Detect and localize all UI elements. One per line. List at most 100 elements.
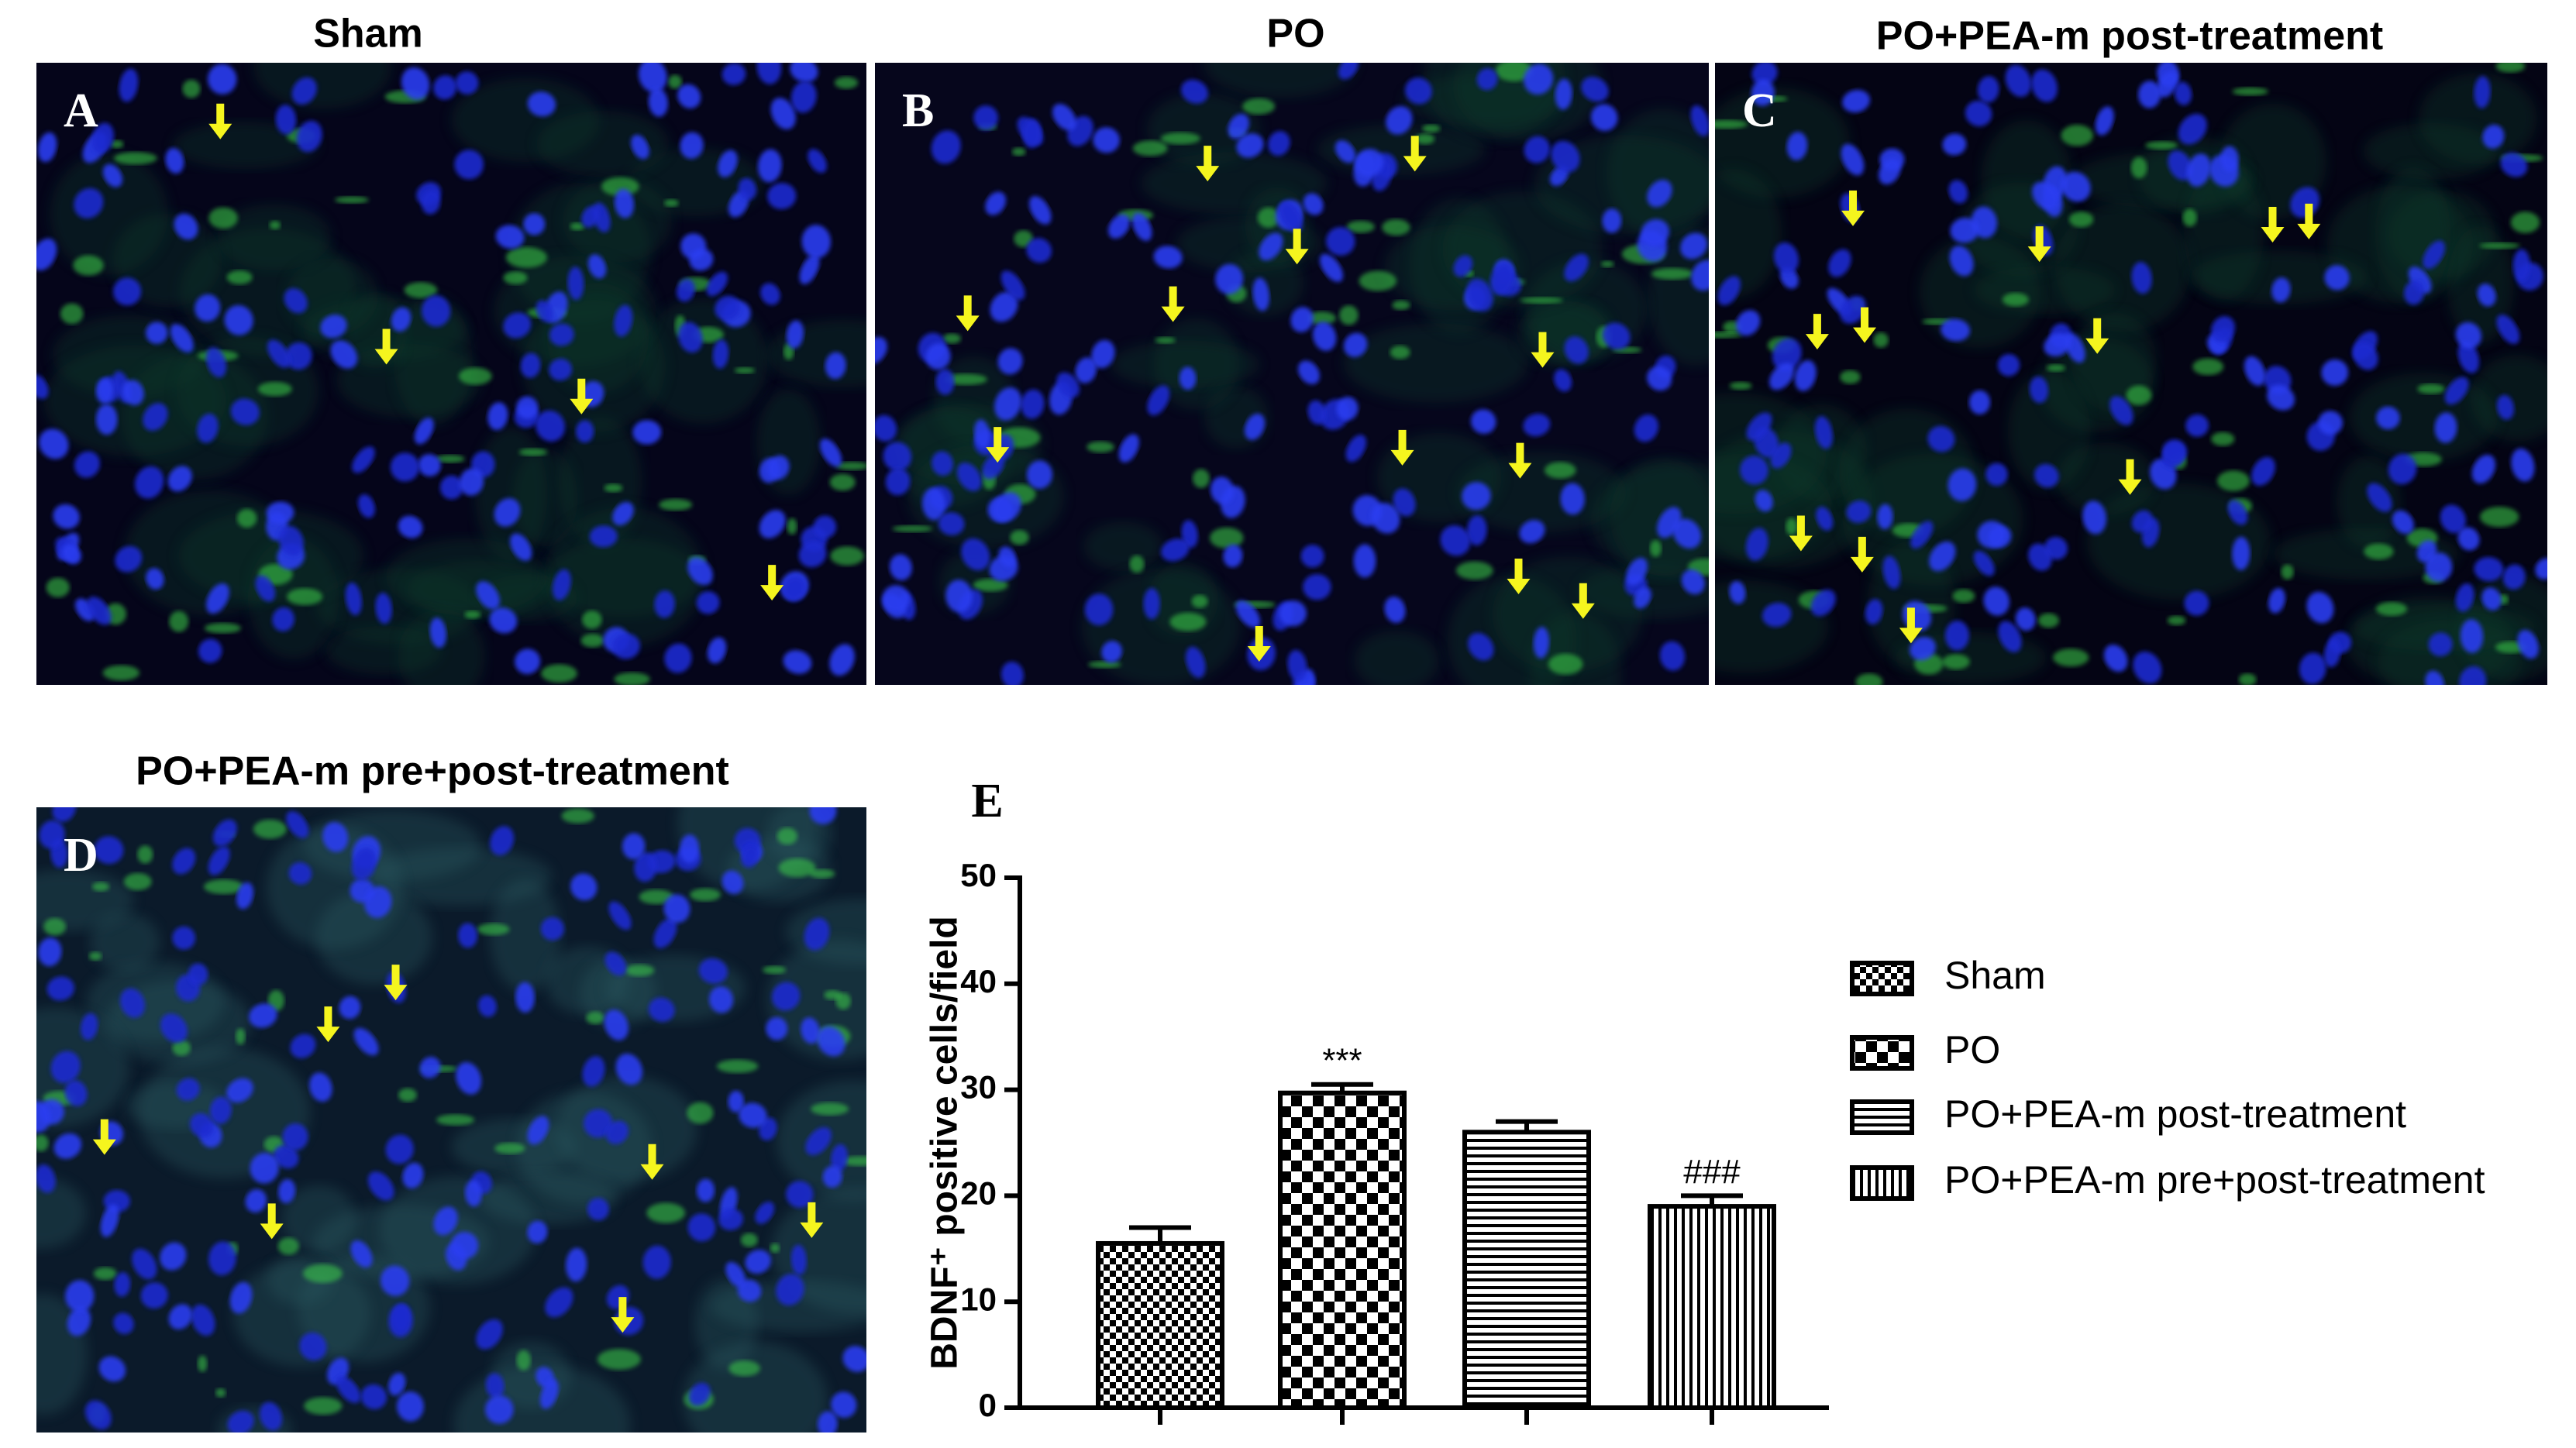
- legend-swatch: [1850, 1035, 1914, 1071]
- nucleus: [1983, 586, 2010, 616]
- nucleus: [401, 67, 430, 100]
- nucleus: [566, 1247, 587, 1282]
- nucleus: [715, 295, 741, 321]
- nucleus: [790, 1244, 807, 1275]
- nucleus: [1244, 413, 1266, 441]
- nucleus: [80, 1013, 98, 1040]
- nucleus: [1910, 521, 1934, 549]
- nucleus: [1462, 482, 1491, 511]
- nucleus: [612, 501, 634, 526]
- tissue-haze: [1715, 168, 1782, 298]
- nucleus: [2109, 396, 2133, 425]
- nucleus: [786, 320, 804, 349]
- nucleus: [1533, 627, 1550, 659]
- green-signal: [2037, 613, 2059, 628]
- panel-title: PO+PEA-m post-treatment: [1876, 14, 2383, 59]
- nucleus: [1021, 389, 1045, 419]
- nucleus: [2271, 277, 2291, 303]
- nucleus: [932, 451, 954, 476]
- nucleus: [1786, 132, 1808, 161]
- nucleus: [2500, 152, 2528, 177]
- nucleus: [725, 1261, 746, 1288]
- nucleus: [760, 283, 780, 305]
- nucleus: [1949, 246, 1974, 277]
- arrow: [611, 1297, 635, 1333]
- nucleus: [648, 88, 668, 117]
- nucleus: [2324, 265, 2350, 291]
- nucleus: [1717, 276, 1741, 306]
- nucleus: [1810, 589, 1836, 617]
- tissue-haze: [281, 1185, 356, 1253]
- panel-letter: D: [64, 829, 98, 882]
- tissue-haze: [36, 869, 134, 931]
- green-signal: [46, 577, 70, 597]
- nucleus: [1453, 255, 1473, 277]
- nucleus: [1279, 201, 1303, 232]
- nucleus: [2321, 359, 2349, 387]
- nucleus: [95, 404, 118, 435]
- arrow: [1841, 190, 1865, 226]
- nucleus: [1998, 621, 2022, 653]
- nucleus: [516, 396, 539, 419]
- arrow: [956, 295, 980, 332]
- panel-letter: A: [64, 84, 98, 137]
- nucleus: [2367, 483, 2392, 512]
- nucleus: [39, 820, 65, 849]
- nucleus: [1468, 632, 1494, 661]
- green-signal: [1649, 539, 1662, 557]
- nucleus: [476, 581, 500, 610]
- tissue-haze: [2087, 483, 2271, 600]
- nucleus: [2474, 76, 2491, 108]
- nucleus: [2133, 651, 2162, 684]
- tissue-haze: [1204, 63, 1356, 98]
- nucleus: [739, 1102, 767, 1128]
- nucleus: [1319, 253, 1344, 282]
- nucleus: [2251, 456, 2275, 486]
- nucleus: [741, 845, 759, 868]
- nucleus: [2423, 240, 2445, 270]
- nucleus: [454, 150, 484, 180]
- green-signal: [518, 448, 548, 456]
- nucleus: [1751, 79, 1775, 106]
- arrow: [1789, 515, 1813, 552]
- nucleus: [495, 225, 525, 249]
- green-signal: [1840, 370, 1861, 384]
- nucleus: [605, 1120, 629, 1144]
- arrow: [2118, 459, 2142, 495]
- nucleus: [721, 63, 746, 85]
- green-signal: [1715, 119, 1748, 129]
- nucleus: [992, 492, 1021, 522]
- nucleus: [2174, 81, 2192, 105]
- nucleus: [205, 347, 227, 378]
- nucleus: [350, 1240, 373, 1268]
- legend-swatch: [1850, 1099, 1914, 1135]
- nucleus: [718, 1208, 743, 1230]
- nucleus: [282, 1123, 308, 1150]
- green-signal: [1422, 124, 1441, 133]
- nucleus: [921, 487, 946, 521]
- bar: [1278, 1090, 1407, 1410]
- nucleus: [745, 1250, 771, 1274]
- nucleus: [1384, 596, 1406, 624]
- nucleus: [2161, 439, 2188, 465]
- y-tick-label: 0: [979, 1387, 997, 1423]
- arrow: [1507, 559, 1531, 595]
- green-signal: [2510, 212, 2540, 233]
- nucleus: [973, 419, 990, 449]
- green-signal: [398, 1088, 417, 1102]
- nucleus: [680, 132, 704, 160]
- nucleus: [87, 597, 112, 625]
- arrow: [1508, 442, 1532, 479]
- nucleus: [1762, 602, 1792, 628]
- green-signal: [1942, 654, 1970, 670]
- nucleus: [284, 342, 312, 370]
- green-signal: [570, 222, 585, 231]
- tissue-haze: [2419, 73, 2537, 164]
- nucleus: [687, 557, 713, 586]
- nucleus: [527, 1116, 549, 1145]
- nucleus: [1634, 586, 1651, 609]
- nucleus: [433, 75, 457, 100]
- nucleus: [2455, 583, 2474, 612]
- nucleus: [1840, 295, 1866, 324]
- green-signal: [1855, 673, 1883, 685]
